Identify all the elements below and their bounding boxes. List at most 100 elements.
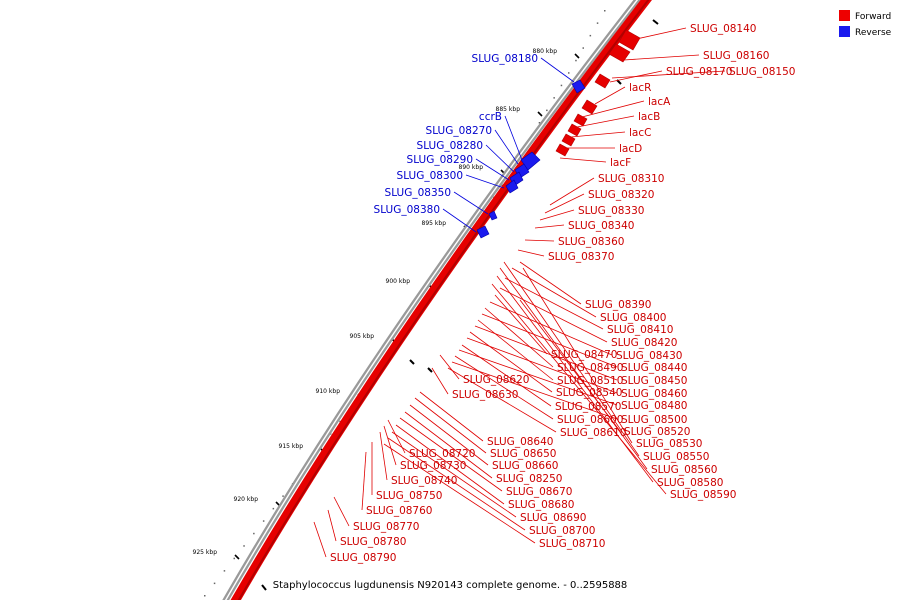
forward-gene-label[interactable]: SLUG_08650 xyxy=(490,448,556,460)
forward-leader-line xyxy=(539,209,575,221)
forward-gene-label[interactable]: SLUG_08690 xyxy=(520,512,586,524)
forward-gene-label[interactable]: SLUG_08710 xyxy=(539,538,605,550)
forward-gene-label[interactable]: SLUG_08590 xyxy=(670,489,736,501)
forward-gene-label[interactable]: SLUG_08370 xyxy=(548,251,614,263)
forward-gene-label[interactable]: SLUG_08160 xyxy=(703,50,769,62)
forward-gene-label[interactable]: SLUG_08530 xyxy=(636,438,702,450)
legend-swatch-reverse xyxy=(839,26,850,37)
forward-gene-label[interactable]: SLUG_08730 xyxy=(400,460,466,472)
reverse-leader-line xyxy=(504,115,523,161)
forward-gene-label[interactable]: SLUG_08390 xyxy=(585,299,651,311)
reverse-gene-label[interactable]: SLUG_08300 xyxy=(397,170,463,182)
forward-gene-label[interactable]: SLUG_08790 xyxy=(330,552,396,564)
forward-leader-line xyxy=(534,224,565,229)
forward-gene-label[interactable]: SLUG_08510 xyxy=(557,375,623,387)
forward-gene-label[interactable]: lacR xyxy=(629,82,651,94)
forward-leader-line xyxy=(559,157,607,163)
forward-gene-label[interactable]: SLUG_08490 xyxy=(557,362,623,374)
forward-gene-label[interactable]: SLUG_08460 xyxy=(621,388,687,400)
forward-gene-label[interactable]: SLUG_08340 xyxy=(568,220,634,232)
forward-leader-line xyxy=(419,391,484,442)
dot-mark xyxy=(553,97,555,99)
forward-gene-label[interactable]: SLUG_08400 xyxy=(600,312,666,324)
forward-gene-label[interactable]: SLUG_08680 xyxy=(508,499,574,511)
forward-gene-label[interactable]: SLUG_08250 xyxy=(496,473,562,485)
forward-gene-label[interactable]: SLUG_08760 xyxy=(366,505,432,517)
forward-gene-label[interactable]: SLUG_08780 xyxy=(340,536,406,548)
reverse-gene xyxy=(505,179,519,194)
tick-mark xyxy=(537,111,543,117)
reverse-gene-blocks xyxy=(476,79,586,239)
gene-tick xyxy=(409,359,415,365)
forward-gene-label[interactable]: SLUG_08700 xyxy=(529,525,595,537)
forward-gene-label[interactable]: SLUG_08770 xyxy=(353,521,419,533)
forward-leader-line xyxy=(524,239,555,242)
dot-mark xyxy=(272,507,275,510)
forward-gene-label[interactable]: SLUG_08410 xyxy=(607,324,673,336)
forward-gene-label[interactable]: SLUG_08670 xyxy=(506,486,572,498)
forward-leader-line xyxy=(517,249,545,257)
forward-gene-label[interactable]: SLUG_08600 xyxy=(557,414,623,426)
forward-gene-label[interactable]: SLUG_08170 xyxy=(666,66,732,78)
forward-gene-label[interactable]: SLUG_08360 xyxy=(558,236,624,248)
reverse-gene-label[interactable]: SLUG_08270 xyxy=(426,125,492,137)
forward-gene-label[interactable]: SLUG_08550 xyxy=(643,451,709,463)
forward-gene-label[interactable]: lacB xyxy=(638,111,660,123)
reverse-leader-line xyxy=(442,208,477,233)
gene-tick xyxy=(261,584,267,591)
forward-gene-label[interactable]: lacA xyxy=(648,96,671,108)
tick-label: 890 kbp xyxy=(459,164,484,171)
forward-gene-label[interactable]: SLUG_08610 xyxy=(560,427,626,439)
forward-leader-line xyxy=(409,404,489,466)
forward-gene-label[interactable]: SLUG_08500 xyxy=(621,414,687,426)
forward-leader-line xyxy=(447,367,557,433)
reverse-gene-label[interactable]: ccrB xyxy=(479,111,502,123)
forward-gene-label[interactable]: SLUG_08330 xyxy=(578,205,644,217)
forward-gene-label[interactable]: SLUG_08660 xyxy=(492,460,558,472)
forward-gene-label[interactable]: lacC xyxy=(629,127,651,139)
forward-leader-line xyxy=(454,355,554,420)
forward-gene xyxy=(608,43,631,63)
forward-gene-label[interactable]: SLUG_08430 xyxy=(616,350,682,362)
forward-gene-label[interactable]: SLUG_08540 xyxy=(556,387,622,399)
forward-gene-label[interactable]: SLUG_08480 xyxy=(621,400,687,412)
forward-leader-line xyxy=(327,509,337,542)
forward-gene-label[interactable]: SLUG_08750 xyxy=(376,490,442,502)
forward-gene-label[interactable]: SLUG_08420 xyxy=(611,337,677,349)
forward-gene-label[interactable]: SLUG_08320 xyxy=(588,189,654,201)
forward-gene-label[interactable]: lacF xyxy=(610,157,631,169)
reverse-gene-label[interactable]: SLUG_08280 xyxy=(417,140,483,152)
forward-gene-label[interactable]: SLUG_08640 xyxy=(487,436,553,448)
dot-mark xyxy=(233,557,235,560)
forward-gene-label[interactable]: SLUG_08440 xyxy=(621,362,687,374)
forward-gene-label[interactable]: SLUG_08630 xyxy=(452,389,518,401)
forward-gene-label[interactable]: SLUG_08580 xyxy=(657,477,723,489)
reverse-gene-label[interactable]: SLUG_08380 xyxy=(374,204,440,216)
forward-gene-label[interactable]: SLUG_08740 xyxy=(391,475,457,487)
dot-mark xyxy=(560,84,563,87)
forward-gene-label[interactable]: lacD xyxy=(619,143,642,155)
forward-gene-label[interactable]: SLUG_08560 xyxy=(651,464,717,476)
dot-mark xyxy=(538,122,541,124)
gene-labels: SLUG_08140 SLUG_08160 SLUG_08170SLUG_08150… xyxy=(330,23,795,564)
forward-leader-line xyxy=(489,301,613,356)
forward-gene xyxy=(581,99,598,115)
forward-gene xyxy=(561,133,576,147)
forward-gene-label[interactable]: SLUG_08570 xyxy=(555,401,621,413)
dot-mark xyxy=(501,184,503,186)
forward-gene-label[interactable]: SLUG_08620 xyxy=(463,374,529,386)
reverse-gene-label[interactable]: SLUG_08350 xyxy=(385,187,451,199)
forward-gene-label[interactable]: SLUG_08140 xyxy=(690,23,756,35)
forward-leader-line xyxy=(461,344,552,407)
gene-tick xyxy=(652,19,659,25)
forward-leader-line xyxy=(469,331,553,393)
forward-gene-label[interactable]: SLUG_08310 xyxy=(598,173,664,185)
forward-gene-label[interactable]: SLUG_08470 xyxy=(551,349,617,361)
forward-gene-label[interactable]: SLUG_08150 xyxy=(729,66,795,78)
reverse-gene-label[interactable]: SLUG_08180 xyxy=(472,53,538,65)
forward-gene-label[interactable]: SLUG_08520 xyxy=(624,426,690,438)
forward-gene-label[interactable]: SLUG_08450 xyxy=(621,375,687,387)
forward-gene-label[interactable]: SLUG_08720 xyxy=(409,448,475,460)
reverse-gene-label[interactable]: SLUG_08290 xyxy=(407,154,473,166)
forward-leader-line xyxy=(391,431,517,518)
